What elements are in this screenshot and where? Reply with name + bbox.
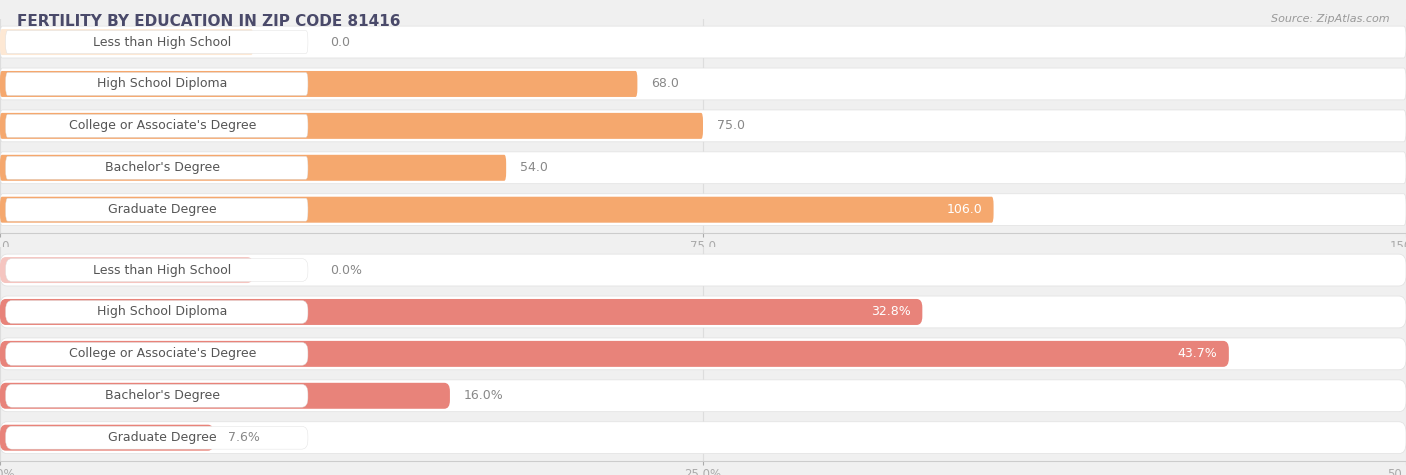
FancyBboxPatch shape	[0, 380, 1406, 412]
Text: Source: ZipAtlas.com: Source: ZipAtlas.com	[1271, 14, 1389, 24]
FancyBboxPatch shape	[6, 114, 308, 137]
Text: 32.8%: 32.8%	[872, 305, 911, 318]
Text: 16.0%: 16.0%	[464, 390, 503, 402]
FancyBboxPatch shape	[0, 341, 1229, 367]
Text: 43.7%: 43.7%	[1178, 347, 1218, 361]
Text: High School Diploma: High School Diploma	[97, 305, 228, 318]
Text: College or Associate's Degree: College or Associate's Degree	[69, 119, 256, 133]
FancyBboxPatch shape	[6, 73, 308, 95]
Text: Less than High School: Less than High School	[93, 264, 232, 276]
FancyBboxPatch shape	[0, 383, 450, 409]
Text: Bachelor's Degree: Bachelor's Degree	[105, 162, 219, 174]
FancyBboxPatch shape	[6, 384, 308, 407]
FancyBboxPatch shape	[6, 301, 308, 323]
Text: Graduate Degree: Graduate Degree	[108, 431, 217, 444]
FancyBboxPatch shape	[0, 425, 214, 451]
Text: High School Diploma: High School Diploma	[97, 77, 228, 90]
FancyBboxPatch shape	[0, 257, 253, 283]
FancyBboxPatch shape	[0, 113, 703, 139]
FancyBboxPatch shape	[0, 194, 1406, 226]
FancyBboxPatch shape	[0, 155, 506, 181]
FancyBboxPatch shape	[0, 197, 994, 223]
Text: 68.0: 68.0	[651, 77, 679, 90]
Text: 0.0: 0.0	[330, 36, 350, 48]
Text: 106.0: 106.0	[946, 203, 983, 216]
Text: Graduate Degree: Graduate Degree	[108, 203, 217, 216]
FancyBboxPatch shape	[0, 68, 1406, 100]
FancyBboxPatch shape	[0, 26, 1406, 58]
Text: 7.6%: 7.6%	[228, 431, 260, 444]
FancyBboxPatch shape	[0, 299, 922, 325]
FancyBboxPatch shape	[0, 29, 253, 55]
Text: Bachelor's Degree: Bachelor's Degree	[105, 390, 219, 402]
Text: 0.0%: 0.0%	[330, 264, 363, 276]
Text: 75.0: 75.0	[717, 119, 745, 133]
FancyBboxPatch shape	[0, 422, 1406, 454]
FancyBboxPatch shape	[0, 71, 637, 97]
FancyBboxPatch shape	[0, 152, 1406, 184]
FancyBboxPatch shape	[0, 338, 1406, 370]
FancyBboxPatch shape	[6, 198, 308, 221]
FancyBboxPatch shape	[0, 296, 1406, 328]
FancyBboxPatch shape	[6, 258, 308, 282]
FancyBboxPatch shape	[0, 110, 1406, 142]
FancyBboxPatch shape	[6, 156, 308, 179]
FancyBboxPatch shape	[6, 30, 308, 54]
Text: 54.0: 54.0	[520, 162, 548, 174]
Text: FERTILITY BY EDUCATION IN ZIP CODE 81416: FERTILITY BY EDUCATION IN ZIP CODE 81416	[17, 14, 401, 29]
FancyBboxPatch shape	[6, 342, 308, 365]
Text: College or Associate's Degree: College or Associate's Degree	[69, 347, 256, 361]
FancyBboxPatch shape	[6, 426, 308, 449]
Text: Less than High School: Less than High School	[93, 36, 232, 48]
FancyBboxPatch shape	[0, 254, 1406, 286]
